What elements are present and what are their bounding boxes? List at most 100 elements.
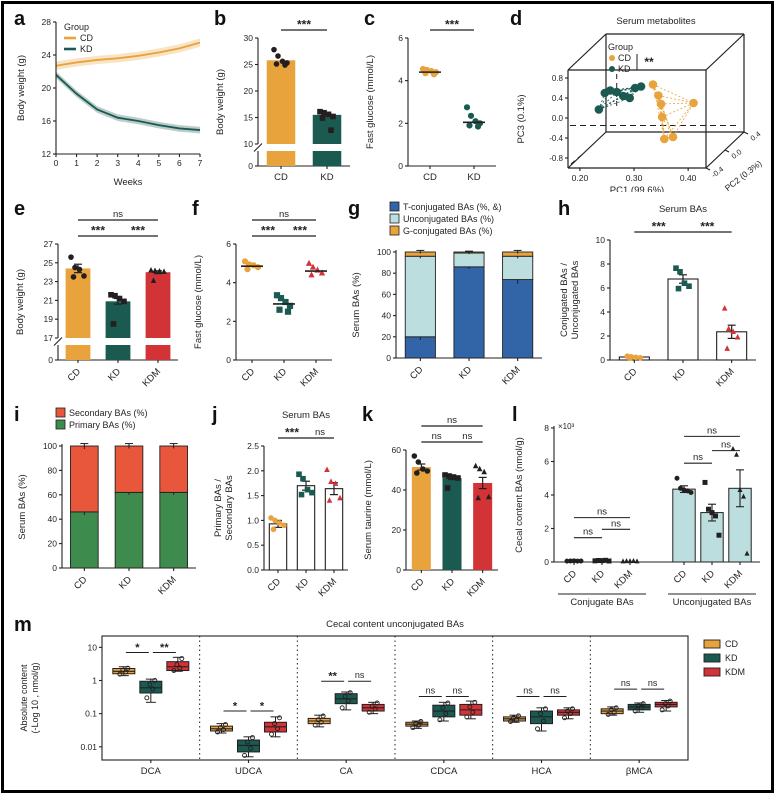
svg-text:KD: KD xyxy=(725,653,738,663)
svg-text:10: 10 xyxy=(244,139,254,149)
svg-text:Body weight (g): Body weight (g) xyxy=(16,55,27,121)
svg-text:KDM: KDM xyxy=(316,576,339,599)
svg-text:15: 15 xyxy=(244,113,254,123)
svg-text:CD: CD xyxy=(672,568,690,586)
svg-text:4: 4 xyxy=(600,307,605,317)
chart-body-weight-timecourse: 12 16 20 24 28 0 1 2 3 4 5 6 7 Weeks Body weight (g) Gr… xyxy=(12,8,210,192)
svg-text:0: 0 xyxy=(48,355,53,365)
svg-text:2.0: 2.0 xyxy=(247,466,259,476)
svg-text:4: 4 xyxy=(226,278,231,288)
chart-body-weight-bars: 0 10 15 20 25 30 CD KD *** Body weight (g) xyxy=(212,8,362,192)
svg-text:40: 40 xyxy=(382,311,392,321)
svg-text:20: 20 xyxy=(244,86,254,96)
svg-text:**: ** xyxy=(328,671,337,683)
svg-text:KD: KD xyxy=(272,366,289,383)
svg-text:2: 2 xyxy=(398,118,403,128)
svg-text:CD: CD xyxy=(66,366,84,384)
panel-h: h 0 2 4 6 8 10 CD KD KDM *** *** Serum BAs Conjugate… xyxy=(556,198,768,402)
svg-text:25: 25 xyxy=(44,258,54,268)
chart-svg-c: 0 2 4 6 CD KD *** Fast glucose (mmol/L) xyxy=(365,18,496,183)
svg-text:0.0: 0.0 xyxy=(730,147,744,161)
svg-text:CD: CD xyxy=(725,639,738,649)
svg-text:Fast glucose (mmol/L): Fast glucose (mmol/L) xyxy=(193,255,204,349)
svg-text:60: 60 xyxy=(48,490,58,500)
svg-text:2: 2 xyxy=(95,158,100,168)
svg-text:KD: KD xyxy=(590,568,607,585)
panel-b: b 0 10 15 20 25 30 CD KD *** Body weight (g) xyxy=(212,8,362,192)
svg-text:8: 8 xyxy=(600,259,605,269)
svg-text:5: 5 xyxy=(156,158,161,168)
svg-text:ns: ns xyxy=(447,415,457,426)
svg-text:KDM: KDM xyxy=(140,366,163,389)
svg-text:***: *** xyxy=(700,220,714,234)
svg-text:KDM: KDM xyxy=(714,366,737,389)
svg-text:4: 4 xyxy=(398,76,403,86)
svg-text:*: * xyxy=(260,701,265,713)
svg-text:20: 20 xyxy=(48,539,58,549)
chart-svg-j: 0.0 0.5 1.0 1.5 2.0 2.5 CD KD KDM *** ns Serum BAs P… xyxy=(213,410,348,599)
svg-text:Serum BAs: Serum BAs xyxy=(659,204,707,215)
svg-text:Serum BAs (%): Serum BAs (%) xyxy=(17,474,28,539)
svg-text:(-Log 10 , nmol/g): (-Log 10 , nmol/g) xyxy=(30,662,40,733)
svg-text:0.5: 0.5 xyxy=(247,540,259,550)
svg-text:6: 6 xyxy=(226,239,231,249)
svg-text:ns: ns xyxy=(462,431,472,442)
panel-d: d Serum metabolites 0.8 0.4 0.0 -0.4 -0.8 0.20… xyxy=(508,8,768,192)
panel-letter-d: d xyxy=(510,8,523,30)
svg-text:KD: KD xyxy=(440,576,457,593)
svg-text:KD: KD xyxy=(320,172,333,183)
svg-text:4: 4 xyxy=(136,158,141,168)
panel-e: e 0 17 19 21 23 25 27 CD KD KDM ns *** *** Body weigh… xyxy=(12,198,190,402)
chart-svg-f: 0 2 4 6 CD KD KDM ns *** *** Fast glucose (mmol/L) xyxy=(193,209,332,389)
svg-text:×10³: ×10³ xyxy=(558,422,575,431)
panel-letter-c: c xyxy=(364,8,376,30)
panel-letter-e: e xyxy=(14,198,26,220)
svg-text:ns: ns xyxy=(621,678,631,688)
svg-text:1: 1 xyxy=(92,676,97,686)
chart-serum-bas-conjugation-stacked: T-conjugated BAs (%, &) Unconjugated BAs … xyxy=(346,198,556,402)
svg-text:ns: ns xyxy=(648,678,658,688)
svg-text:PC1 (99.6%): PC1 (99.6%) xyxy=(610,185,664,192)
panel-a: a 12 16 20 24 28 0 1 2 3 4 5 6 7 Weeks Body weight (g)… xyxy=(12,8,210,192)
svg-text:0.40: 0.40 xyxy=(680,173,697,183)
panel-j: j 0.0 0.5 1.0 1.5 2.0 2.5 CD KD KDM *** ns Serum BA… xyxy=(210,404,360,612)
svg-text:23: 23 xyxy=(44,277,54,287)
svg-text:KD: KD xyxy=(106,366,123,383)
svg-text:0.4: 0.4 xyxy=(552,94,564,103)
svg-text:KD: KD xyxy=(467,172,480,183)
svg-text:25: 25 xyxy=(244,60,254,70)
svg-text:19: 19 xyxy=(44,314,54,324)
svg-text:0: 0 xyxy=(544,557,549,567)
svg-text:2: 2 xyxy=(226,316,231,326)
svg-text:0.1: 0.1 xyxy=(85,709,97,719)
svg-text:4: 4 xyxy=(544,490,549,500)
chart-svg-b: 0 10 15 20 25 30 CD KD *** Body weight (g) xyxy=(215,18,350,183)
chart-primary-secondary-ratio: 0.0 0.5 1.0 1.5 2.0 2.5 CD KD KDM *** ns Serum BAs P… xyxy=(210,404,360,612)
svg-text:0: 0 xyxy=(600,355,605,365)
svg-text:KDM: KDM xyxy=(465,576,488,599)
svg-text:6: 6 xyxy=(600,283,605,293)
svg-text:Conjugate BAs: Conjugate BAs xyxy=(570,597,634,608)
svg-text:ns: ns xyxy=(315,427,325,438)
svg-text:ns: ns xyxy=(721,440,731,451)
svg-text:6: 6 xyxy=(544,457,549,467)
svg-text:ns: ns xyxy=(432,431,442,442)
svg-text:KD: KD xyxy=(117,574,134,591)
svg-text:0: 0 xyxy=(398,161,403,171)
chart-fast-glucose-cd-kd: 0 2 4 6 CD KD *** Fast glucose (mmol/L) xyxy=(362,8,508,192)
svg-text:1.5: 1.5 xyxy=(247,491,259,501)
svg-text:ns: ns xyxy=(113,209,123,220)
panel-letter-k: k xyxy=(362,404,374,426)
panel-letter-b: b xyxy=(214,8,227,30)
svg-text:Group: Group xyxy=(608,42,633,52)
svg-text:ns: ns xyxy=(693,452,703,463)
svg-text:KD: KD xyxy=(618,64,631,74)
panel-l: l 0 2 4 6 8 ×10³ CD KD KDM ns ns ns Conjugate BAs CD K… xyxy=(510,404,768,612)
chart-primary-secondary-stacked: Secondary BAs (%) Primary BAs (%) 0 20 40 60 8… xyxy=(12,404,210,612)
svg-text:3: 3 xyxy=(115,158,120,168)
svg-text:Body weight (g): Body weight (g) xyxy=(215,69,226,135)
svg-text:21: 21 xyxy=(44,295,54,305)
